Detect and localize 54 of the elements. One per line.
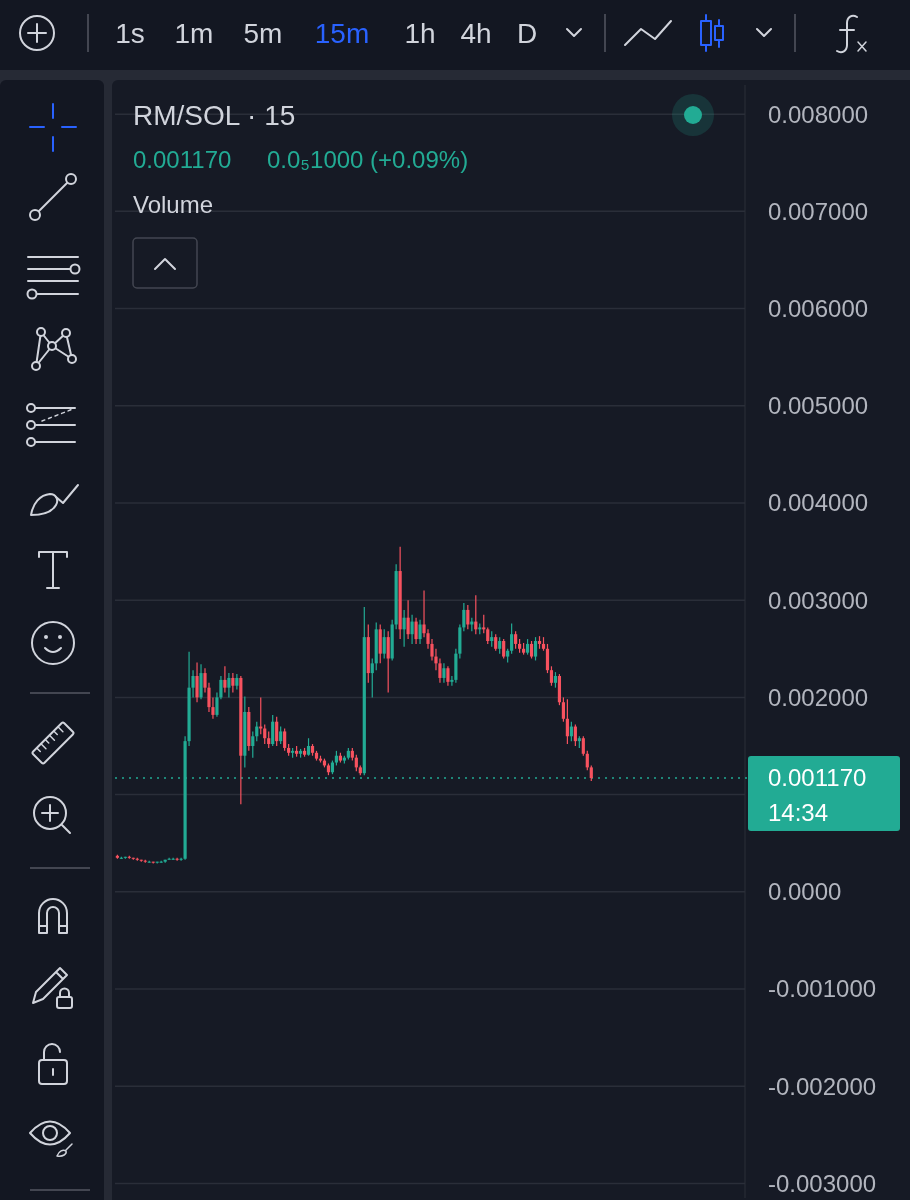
candlestick (275, 716, 279, 747)
y-tick-label: 0.005000 (768, 392, 869, 420)
candlestick (533, 636, 538, 662)
candlestick (386, 630, 390, 694)
ref-line-label: 0.001170 14:34 (768, 764, 867, 827)
candlestick (585, 750, 589, 771)
candlestick (171, 857, 175, 861)
candlestick (231, 672, 235, 694)
candlestick (414, 617, 418, 645)
candlestick (227, 672, 231, 698)
annotation: Volume (133, 191, 214, 219)
y-tick-label: 0.007000 (768, 197, 869, 225)
candlestick (195, 661, 199, 703)
y-tick-label: -0.003000 (768, 1169, 877, 1197)
y-tick-label: 0.002000 (768, 683, 869, 711)
text: 5m (243, 17, 283, 49)
candlestick (466, 604, 470, 630)
candlestick (370, 657, 374, 698)
candlestick (502, 638, 506, 660)
text: 1s (115, 17, 145, 49)
text: 1h (404, 17, 436, 49)
candlestick (271, 714, 275, 747)
candlestick (565, 698, 569, 745)
y-tick-label: 0.0000 (768, 878, 842, 906)
annotation: 0.0₅1000 (+0.09%) (267, 146, 469, 174)
candlestick (545, 643, 550, 674)
candlestick (410, 614, 414, 645)
candlestick (573, 724, 577, 747)
y-tick-label: 0.006000 (768, 294, 869, 322)
candlestick (382, 628, 386, 660)
candlestick (406, 599, 410, 640)
candlestick (510, 622, 514, 655)
y-tick-label: 0.003000 (768, 586, 869, 614)
candlestick (561, 696, 565, 723)
candlestick (581, 735, 585, 757)
annotation: 0.001170 (133, 146, 232, 174)
candlestick (418, 619, 422, 645)
candlestick (442, 662, 446, 684)
candlestick (549, 665, 554, 687)
y-tick-label: 0.008000 (768, 100, 869, 128)
text: 4h (460, 17, 492, 49)
y-tick-label: 0.004000 (768, 489, 869, 517)
text: 15m (314, 17, 370, 49)
candlestick (251, 730, 255, 759)
y-tick-label: -0.001000 (768, 975, 877, 1003)
text: RM/SOL · 15 (133, 99, 296, 131)
candlestick (482, 614, 486, 634)
candlestick (446, 665, 450, 687)
candlestick (263, 724, 267, 745)
candlestick (223, 665, 227, 694)
candlestick (283, 727, 287, 752)
text: 1m (174, 17, 214, 49)
text: D (516, 17, 538, 49)
y-tick-label: -0.002000 (768, 1072, 877, 1100)
